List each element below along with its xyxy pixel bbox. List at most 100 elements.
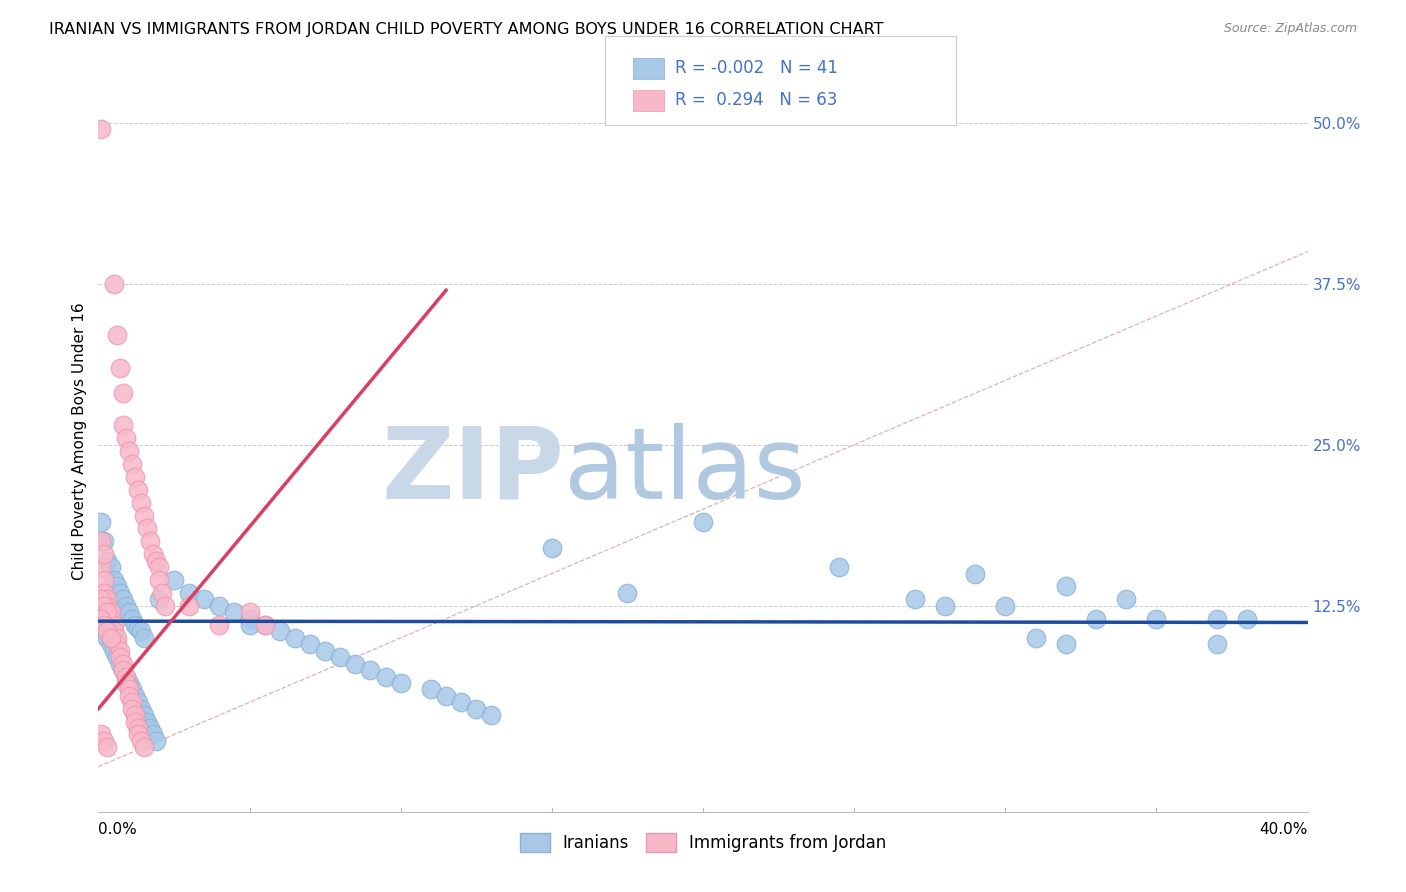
- Point: [111, 663, 134, 677]
- Point: [150, 586, 173, 600]
- Point: [100, 631, 122, 645]
- Point: [118, 689, 141, 703]
- Point: [121, 695, 143, 709]
- Point: [179, 586, 201, 600]
- Point: [139, 721, 162, 735]
- Point: [103, 277, 125, 291]
- Point: [111, 657, 134, 671]
- Point: [481, 708, 503, 723]
- Point: [93, 547, 115, 561]
- Point: [108, 586, 131, 600]
- Point: [111, 592, 134, 607]
- Point: [132, 740, 155, 755]
- Point: [692, 515, 714, 529]
- Point: [103, 573, 125, 587]
- Point: [111, 386, 134, 401]
- Point: [239, 605, 262, 619]
- Point: [1085, 611, 1108, 625]
- Point: [118, 444, 141, 458]
- Point: [105, 579, 128, 593]
- Point: [208, 599, 231, 613]
- Point: [90, 560, 112, 574]
- Point: [828, 560, 851, 574]
- Point: [103, 624, 125, 639]
- Point: [90, 534, 112, 549]
- Point: [124, 689, 146, 703]
- Point: [93, 586, 115, 600]
- Text: IRANIAN VS IMMIGRANTS FROM JORDAN CHILD POVERTY AMONG BOYS UNDER 16 CORRELATION : IRANIAN VS IMMIGRANTS FROM JORDAN CHILD …: [49, 22, 884, 37]
- Point: [450, 695, 472, 709]
- Point: [124, 714, 146, 729]
- Point: [224, 605, 246, 619]
- Point: [129, 734, 152, 748]
- Point: [132, 708, 155, 723]
- Point: [111, 663, 134, 677]
- Point: [103, 618, 125, 632]
- Point: [108, 644, 131, 658]
- Point: [389, 676, 412, 690]
- Point: [239, 618, 262, 632]
- Point: [1206, 611, 1229, 625]
- Point: [118, 676, 141, 690]
- Point: [114, 431, 136, 445]
- Point: [360, 663, 382, 677]
- Point: [96, 554, 118, 568]
- Point: [90, 515, 112, 529]
- Point: [142, 547, 165, 561]
- Text: 0.0%: 0.0%: [98, 822, 138, 837]
- Point: [132, 631, 155, 645]
- Point: [129, 496, 152, 510]
- Point: [96, 631, 118, 645]
- Point: [100, 560, 122, 574]
- Point: [100, 637, 122, 651]
- Point: [93, 624, 115, 639]
- Point: [118, 605, 141, 619]
- Point: [616, 586, 638, 600]
- Point: [103, 644, 125, 658]
- Point: [127, 621, 149, 635]
- Point: [105, 650, 128, 665]
- Point: [965, 566, 987, 581]
- Point: [93, 573, 115, 587]
- Point: [145, 554, 167, 568]
- Point: [93, 734, 115, 748]
- Point: [90, 618, 112, 632]
- Point: [344, 657, 367, 671]
- Point: [934, 599, 956, 613]
- Point: [239, 611, 262, 625]
- Point: [374, 669, 396, 683]
- Point: [132, 508, 155, 523]
- Point: [253, 618, 276, 632]
- Point: [93, 599, 115, 613]
- Point: [269, 624, 291, 639]
- Point: [284, 631, 307, 645]
- Point: [108, 657, 131, 671]
- Point: [139, 534, 162, 549]
- Point: [105, 637, 128, 651]
- Point: [434, 689, 457, 703]
- Point: [100, 611, 122, 625]
- Point: [121, 457, 143, 471]
- Point: [208, 618, 231, 632]
- Point: [1115, 592, 1137, 607]
- Point: [96, 592, 118, 607]
- Point: [904, 592, 927, 607]
- Point: [148, 573, 170, 587]
- Point: [540, 541, 562, 555]
- Point: [96, 599, 118, 613]
- Point: [1144, 611, 1167, 625]
- Point: [108, 650, 131, 665]
- Point: [135, 521, 157, 535]
- Point: [1054, 579, 1077, 593]
- Text: R =  0.294   N = 63: R = 0.294 N = 63: [675, 91, 837, 110]
- Point: [299, 637, 322, 651]
- Point: [114, 669, 136, 683]
- Point: [100, 605, 122, 619]
- Point: [142, 727, 165, 741]
- Point: [114, 599, 136, 613]
- Point: [129, 702, 152, 716]
- Point: [96, 605, 118, 619]
- Point: [90, 611, 112, 625]
- Point: [96, 624, 118, 639]
- Text: ZIP: ZIP: [381, 423, 564, 520]
